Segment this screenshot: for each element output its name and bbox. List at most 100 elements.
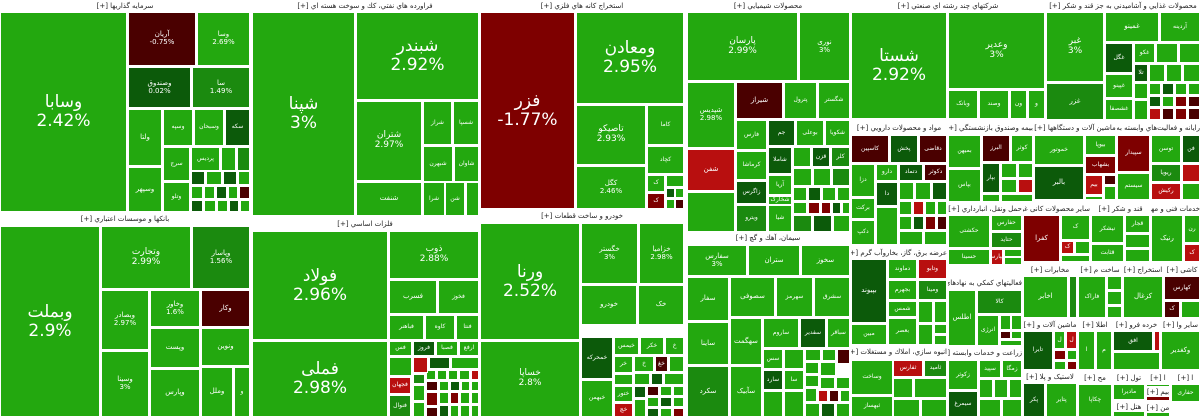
stock-tile-small[interactable] xyxy=(924,231,947,245)
stock-tile[interactable]: بمیهن xyxy=(948,135,981,168)
stock-tile[interactable]: وصندوق 0.02% xyxy=(128,67,191,108)
stock-tile-small[interactable] xyxy=(793,215,812,232)
stock-tile-small[interactable] xyxy=(437,370,447,380)
stock-tile-small[interactable] xyxy=(238,171,250,185)
stock-tile-small[interactable] xyxy=(793,147,811,167)
stock-tile-small[interactable] xyxy=(805,362,819,374)
stock-tile-small[interactable] xyxy=(937,201,947,215)
stock-tile[interactable]: ستران xyxy=(748,245,800,276)
stock-tile[interactable] xyxy=(1154,331,1160,351)
stock-tile[interactable]: غمینو xyxy=(1105,12,1159,42)
stock-tile[interactable]: بشهاب xyxy=(1085,156,1116,174)
stock-tile-small[interactable] xyxy=(660,397,672,407)
stock-tile[interactable]: نوری 3% xyxy=(799,12,850,81)
stock-tile[interactable]: آردینه xyxy=(1160,12,1200,42)
stock-tile-small[interactable] xyxy=(1002,399,1022,417)
stock-tile-small[interactable] xyxy=(1018,163,1033,178)
stock-tile[interactable]: کالا xyxy=(977,290,1022,314)
stock-tile-small[interactable] xyxy=(191,200,203,212)
stock-tile[interactable]: وتلو xyxy=(163,182,190,212)
stock-tile[interactable]: وسبحان xyxy=(194,109,224,146)
stock-tile-small[interactable] xyxy=(1182,183,1200,200)
stock-tile[interactable]: سیستم xyxy=(1117,173,1150,200)
stock-tile-small[interactable] xyxy=(471,370,479,380)
stock-tile[interactable]: کرماشا xyxy=(736,151,767,180)
stock-tile-small[interactable] xyxy=(914,378,947,398)
stock-tile[interactable]: خبهمن xyxy=(581,380,613,417)
sector-header[interactable]: مواد و محصولات دارويي [+] xyxy=(851,122,947,134)
stock-tile[interactable]: ونوین xyxy=(201,328,250,366)
stock-tile[interactable]: ختور xyxy=(614,386,633,402)
stock-tile-small[interactable] xyxy=(439,405,449,417)
stock-tile-small[interactable] xyxy=(818,390,828,402)
stock-tile[interactable]: پکر xyxy=(1023,383,1045,417)
stock-tile[interactable]: افق xyxy=(1113,331,1153,351)
stock-tile[interactable]: شسپا xyxy=(453,101,479,145)
stock-tile-small[interactable] xyxy=(1107,276,1122,290)
stock-tile-small[interactable] xyxy=(1162,108,1174,120)
stock-tile[interactable]: ل xyxy=(1054,331,1065,349)
stock-tile-small[interactable] xyxy=(660,386,672,396)
stock-tile-small[interactable] xyxy=(217,200,228,212)
stock-tile[interactable]: خغ xyxy=(655,356,668,372)
stock-tile-small[interactable] xyxy=(413,402,425,417)
stock-tile-small[interactable] xyxy=(1149,64,1165,82)
sector-header[interactable]: انبوه سازي، املاك و مستغلات [+] xyxy=(851,346,947,358)
sector-header[interactable]: ا [+] xyxy=(1171,372,1200,384)
stock-tile-small[interactable] xyxy=(899,216,912,230)
stock-tile-small[interactable] xyxy=(1069,276,1077,318)
stock-tile-small[interactable] xyxy=(1001,163,1017,178)
stock-tile[interactable]: قثابت xyxy=(1091,244,1124,262)
stock-tile-small[interactable] xyxy=(842,202,850,214)
stock-tile-small[interactable] xyxy=(669,356,684,372)
stock-tile[interactable]: حفاری xyxy=(1171,384,1200,402)
stock-tile[interactable]: خ xyxy=(665,337,684,355)
stock-tile[interactable]: زمگا xyxy=(1002,360,1022,378)
stock-tile[interactable]: آریا xyxy=(768,175,792,195)
stock-tile[interactable]: سپید xyxy=(979,360,1001,378)
stock-tile[interactable]: سهرمز xyxy=(776,277,813,317)
stock-tile-small[interactable] xyxy=(805,349,821,361)
stock-tile[interactable]: خکر xyxy=(640,337,664,355)
stock-tile-small[interactable] xyxy=(664,373,684,385)
stock-tile[interactable]: شفن xyxy=(687,149,735,191)
stock-tile[interactable]: ک xyxy=(647,193,665,209)
stock-tile[interactable]: شکویا xyxy=(825,120,850,146)
stock-tile[interactable]: وسپهر xyxy=(128,167,162,212)
stock-tile[interactable]: سکرد xyxy=(687,366,729,417)
stock-tile[interactable]: ریویا xyxy=(1151,164,1181,182)
stock-tile-small[interactable] xyxy=(1188,108,1200,120)
stock-tile[interactable]: وبصادر 2.97% xyxy=(101,290,149,350)
stock-tile-small[interactable] xyxy=(450,381,460,391)
stock-tile[interactable]: بپاس xyxy=(948,169,981,202)
stock-tile-small[interactable] xyxy=(413,374,425,384)
stock-tile[interactable]: وتابو xyxy=(918,259,947,279)
stock-tile[interactable] xyxy=(1146,396,1170,401)
stock-tile[interactable]: دکوثر xyxy=(924,164,947,181)
stock-tile-small[interactable] xyxy=(899,231,923,245)
stock-tile[interactable]: دتماد xyxy=(899,164,923,181)
stock-tile[interactable]: ساروم xyxy=(763,318,799,348)
stock-tile-small[interactable] xyxy=(1000,315,1011,330)
stock-tile[interactable]: غگل xyxy=(1105,43,1133,73)
stock-tile[interactable]: شتران 2.97% xyxy=(356,101,422,181)
stock-tile[interactable] xyxy=(413,357,428,373)
stock-tile[interactable]: ا xyxy=(1078,331,1095,370)
stock-tile[interactable]: شپدیس 2.98% xyxy=(687,82,735,148)
stock-tile-small[interactable] xyxy=(673,397,684,407)
stock-tile[interactable]: خمحرکه xyxy=(581,337,613,379)
stock-tile[interactable]: خودرو xyxy=(581,285,637,325)
stock-tile-small[interactable] xyxy=(837,187,850,201)
stock-tile-small[interactable] xyxy=(460,405,470,417)
stock-tile-small[interactable] xyxy=(204,186,215,199)
stock-tile-small[interactable] xyxy=(836,377,850,389)
stock-tile[interactable]: خساپا 2.8% xyxy=(480,341,580,417)
stock-tile-small[interactable] xyxy=(925,216,936,230)
stock-tile[interactable]: فملی 2.98% xyxy=(252,341,388,417)
stock-tile[interactable]: پردیس xyxy=(191,147,220,171)
stock-tile[interactable]: کهارس xyxy=(1164,276,1200,300)
stock-tile[interactable]: شگستر xyxy=(818,82,850,119)
stock-tile[interactable]: کاسپین xyxy=(851,135,889,163)
stock-tile-small[interactable] xyxy=(813,215,832,232)
stock-tile-small[interactable] xyxy=(934,301,947,323)
